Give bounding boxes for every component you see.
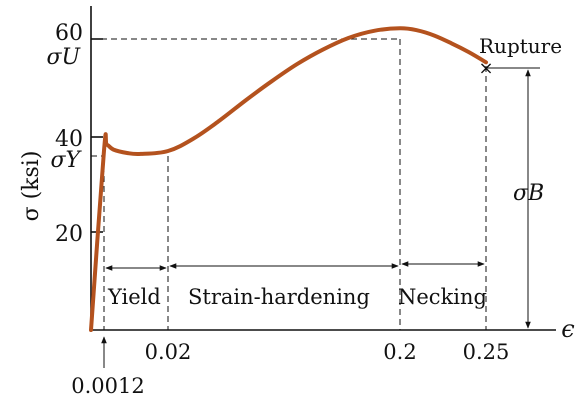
x-tick-label-0-2: 0.2 (383, 340, 416, 364)
y-tick-label-20: 20 (55, 222, 83, 247)
region-label-necking: Necking (398, 285, 487, 309)
y-tick-label-40: 40 (55, 127, 83, 152)
region-label-strain-hardening: Strain-hardening (188, 285, 370, 309)
x-tick-label-0-02: 0.02 (145, 340, 192, 364)
sigma-b-label: σB (513, 181, 544, 206)
x-axis-label: ϵ (561, 315, 574, 343)
sigma-u-label: σU (46, 45, 81, 70)
rupture-mark: × (478, 58, 493, 79)
region-label-yield: Yield (107, 285, 161, 309)
y-axis-label: σ (ksi) (19, 151, 44, 222)
y-tick-label-60: 60 (55, 21, 83, 46)
rupture-label: Rupture (479, 34, 562, 58)
small-strain-label: 0.0012 (71, 374, 144, 398)
sigma-y-label: σY (50, 148, 82, 173)
stress-strain-curve (89, 26, 488, 332)
x-tick-label-0-25: 0.25 (463, 340, 510, 364)
